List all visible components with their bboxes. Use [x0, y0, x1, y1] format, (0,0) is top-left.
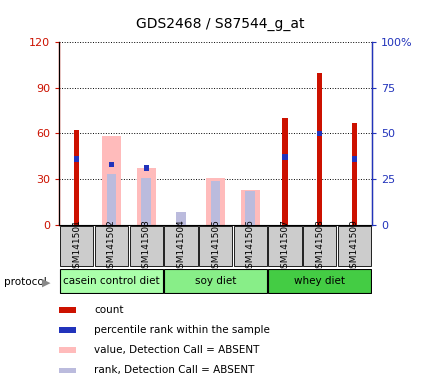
Text: whey diet: whey diet — [294, 276, 345, 286]
Bar — [241, 190, 260, 225]
Text: GSM141504: GSM141504 — [176, 219, 185, 273]
Bar — [141, 177, 151, 225]
Bar — [137, 169, 156, 225]
Bar — [282, 154, 288, 160]
Text: GSM141502: GSM141502 — [107, 219, 116, 273]
Bar — [59, 347, 76, 353]
Bar — [60, 269, 163, 293]
Bar — [234, 226, 267, 266]
Bar — [129, 226, 163, 266]
Text: GDS2468 / S87544_g_at: GDS2468 / S87544_g_at — [136, 17, 304, 31]
Bar — [60, 226, 93, 266]
Bar — [74, 156, 79, 162]
Bar — [59, 327, 76, 333]
Bar — [59, 307, 76, 313]
Text: casein control diet: casein control diet — [63, 276, 160, 286]
Bar — [317, 73, 323, 225]
Bar — [102, 136, 121, 225]
Bar — [246, 191, 255, 225]
Bar — [268, 269, 371, 293]
Text: GSM141508: GSM141508 — [315, 219, 324, 273]
Bar — [164, 226, 198, 266]
Bar — [338, 226, 371, 266]
Text: GSM141509: GSM141509 — [350, 219, 359, 273]
Text: rank, Detection Call = ABSENT: rank, Detection Call = ABSENT — [94, 366, 255, 376]
Bar — [59, 367, 76, 373]
Text: GSM141503: GSM141503 — [142, 219, 150, 273]
Bar — [164, 269, 268, 293]
Bar — [143, 166, 149, 171]
Text: GSM141501: GSM141501 — [72, 219, 81, 273]
Text: soy diet: soy diet — [195, 276, 236, 286]
Text: GSM141505: GSM141505 — [211, 219, 220, 273]
Text: count: count — [94, 305, 124, 314]
Bar — [268, 226, 302, 266]
Bar — [352, 123, 357, 225]
Bar — [106, 174, 116, 225]
Text: value, Detection Call = ABSENT: value, Detection Call = ABSENT — [94, 345, 260, 355]
Bar — [199, 226, 232, 266]
Bar — [95, 226, 128, 266]
Bar — [317, 131, 323, 136]
Bar — [206, 177, 225, 225]
Text: protocol: protocol — [4, 277, 47, 287]
Text: GSM141506: GSM141506 — [246, 219, 255, 273]
Bar — [282, 118, 288, 225]
Bar — [211, 180, 220, 225]
Bar — [352, 156, 357, 162]
Bar — [74, 131, 79, 225]
Text: GSM141507: GSM141507 — [281, 219, 290, 273]
Text: percentile rank within the sample: percentile rank within the sample — [94, 325, 270, 335]
Bar — [109, 162, 114, 167]
Bar — [303, 226, 337, 266]
Bar — [176, 212, 186, 225]
Text: ▶: ▶ — [42, 277, 50, 287]
